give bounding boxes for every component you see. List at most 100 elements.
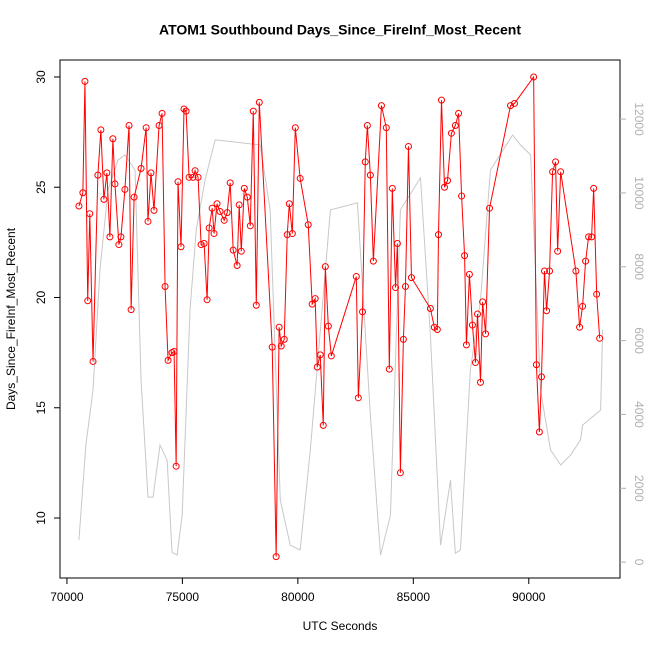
data-point: [308, 300, 316, 308]
chart-title: ATOM1 Southbound Days_Since_FireInf_Most…: [159, 22, 521, 38]
data-point: [137, 164, 145, 172]
data-point: [121, 185, 129, 193]
data-point: [579, 302, 587, 310]
x-tick-label: 75000: [166, 590, 200, 604]
data-point: [361, 158, 369, 166]
data-point: [94, 171, 102, 179]
data-point: [155, 121, 163, 129]
data-point: [203, 296, 211, 304]
data-point: [377, 102, 385, 110]
data-point: [272, 553, 280, 561]
data-point: [81, 77, 89, 85]
data-point: [461, 252, 469, 260]
data-point: [246, 222, 254, 230]
data-point: [458, 192, 466, 200]
data-point: [437, 96, 445, 104]
data-point: [543, 307, 551, 315]
data-point: [172, 462, 180, 470]
data-point: [177, 243, 185, 251]
x-tick-label: 90000: [512, 590, 546, 604]
data-point: [164, 356, 172, 364]
data-point: [549, 168, 557, 176]
data-point: [125, 121, 133, 129]
data-point: [451, 121, 459, 129]
data-point: [532, 361, 540, 369]
data-point: [127, 306, 135, 314]
data-point: [100, 195, 108, 203]
data-point: [510, 99, 518, 107]
data-point: [249, 107, 257, 115]
x-tick-label: 85000: [397, 590, 431, 604]
data-point: [161, 282, 169, 290]
data-point: [572, 267, 580, 275]
data-point: [79, 189, 87, 197]
data-point: [277, 342, 285, 350]
data-point: [465, 270, 473, 278]
data-point: [103, 169, 111, 177]
data-point: [443, 177, 451, 185]
data-point: [396, 469, 404, 477]
data-point: [582, 257, 590, 265]
data-point: [388, 184, 396, 192]
data-point: [252, 301, 260, 309]
data-point: [170, 348, 178, 356]
data-point: [111, 180, 119, 188]
data-point: [530, 73, 538, 81]
y2-tick-label: 10000: [632, 176, 646, 210]
data-point: [363, 121, 371, 129]
data-point: [477, 378, 485, 386]
data-point: [109, 135, 117, 143]
data-point: [268, 343, 276, 351]
y2-tick-label: 8000: [632, 253, 646, 280]
data-point: [283, 231, 291, 239]
data-point: [174, 178, 182, 186]
data-point: [223, 209, 231, 217]
data-point: [97, 126, 105, 134]
data-point: [455, 109, 463, 117]
data-point: [210, 230, 218, 238]
data-point: [226, 179, 234, 187]
data-point: [474, 310, 482, 318]
data-point: [205, 224, 213, 232]
data-point: [593, 290, 601, 298]
data-point: [588, 233, 596, 241]
data-point: [208, 204, 216, 212]
data-point: [182, 107, 190, 115]
data-point: [407, 274, 415, 282]
data-point: [382, 124, 390, 132]
data-point: [158, 109, 166, 117]
data-point: [240, 184, 248, 192]
data-point: [590, 184, 598, 192]
data-point: [296, 174, 304, 182]
data-point: [440, 183, 448, 191]
y-axis-label: Days_Since_FireInf_Most_Recent: [4, 227, 18, 410]
data-point: [319, 421, 327, 429]
data-point: [185, 173, 193, 181]
data-point: [366, 171, 374, 179]
x-axis-label: UTC Seconds: [303, 619, 378, 633]
data-point: [117, 233, 125, 241]
data-point: [197, 241, 205, 249]
data-point: [535, 428, 543, 436]
data-point: [399, 335, 407, 343]
data-point: [220, 216, 228, 224]
data-point: [316, 351, 324, 359]
y2-tick-label: 4000: [632, 401, 646, 428]
data-point: [237, 247, 245, 255]
data-point: [75, 202, 83, 210]
data-point: [359, 308, 367, 316]
data-point: [537, 373, 545, 381]
data-point: [393, 239, 401, 247]
data-point: [369, 257, 377, 265]
data-point: [150, 206, 158, 214]
y-tick-label: 25: [34, 180, 48, 194]
data-point: [200, 239, 208, 247]
y2-tick-label: 12000: [632, 102, 646, 136]
data-point: [507, 102, 515, 110]
series-line: [78, 75, 601, 557]
data-point: [352, 273, 360, 281]
data-point: [255, 98, 263, 106]
y2-tick-label: 6000: [632, 327, 646, 354]
data-point: [130, 193, 138, 201]
